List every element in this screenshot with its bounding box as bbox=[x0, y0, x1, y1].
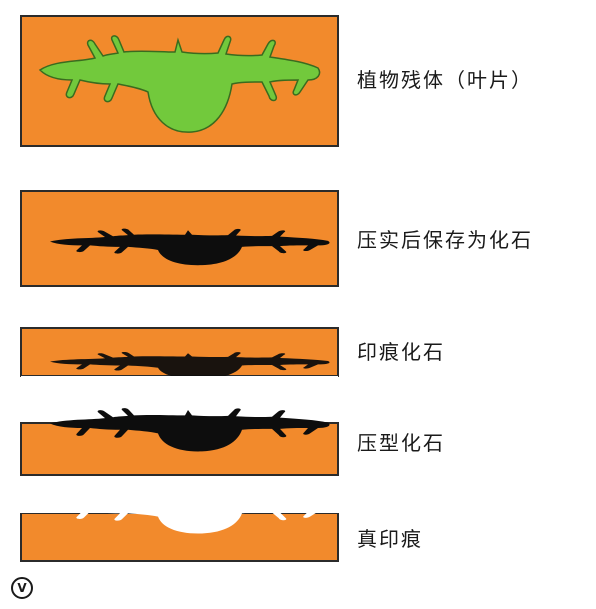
v-logo-icon: V bbox=[11, 577, 33, 599]
label-impression-fossil: 印痕化石 bbox=[357, 340, 445, 364]
stage-5-true-impression bbox=[18, 493, 342, 562]
stage-3-impression-fossil bbox=[20, 327, 339, 382]
label-plant-remains: 植物残体（叶片） bbox=[357, 68, 533, 92]
stage-1-plant-remains bbox=[20, 15, 339, 147]
label-true-impression: 真印痕 bbox=[357, 527, 423, 551]
stage-4-compression-fossil bbox=[20, 408, 339, 476]
stage-2-compressed-fossil bbox=[20, 190, 339, 287]
label-compressed-fossil: 压实后保存为化石 bbox=[357, 228, 533, 252]
label-compression-fossil: 压型化石 bbox=[357, 431, 445, 455]
